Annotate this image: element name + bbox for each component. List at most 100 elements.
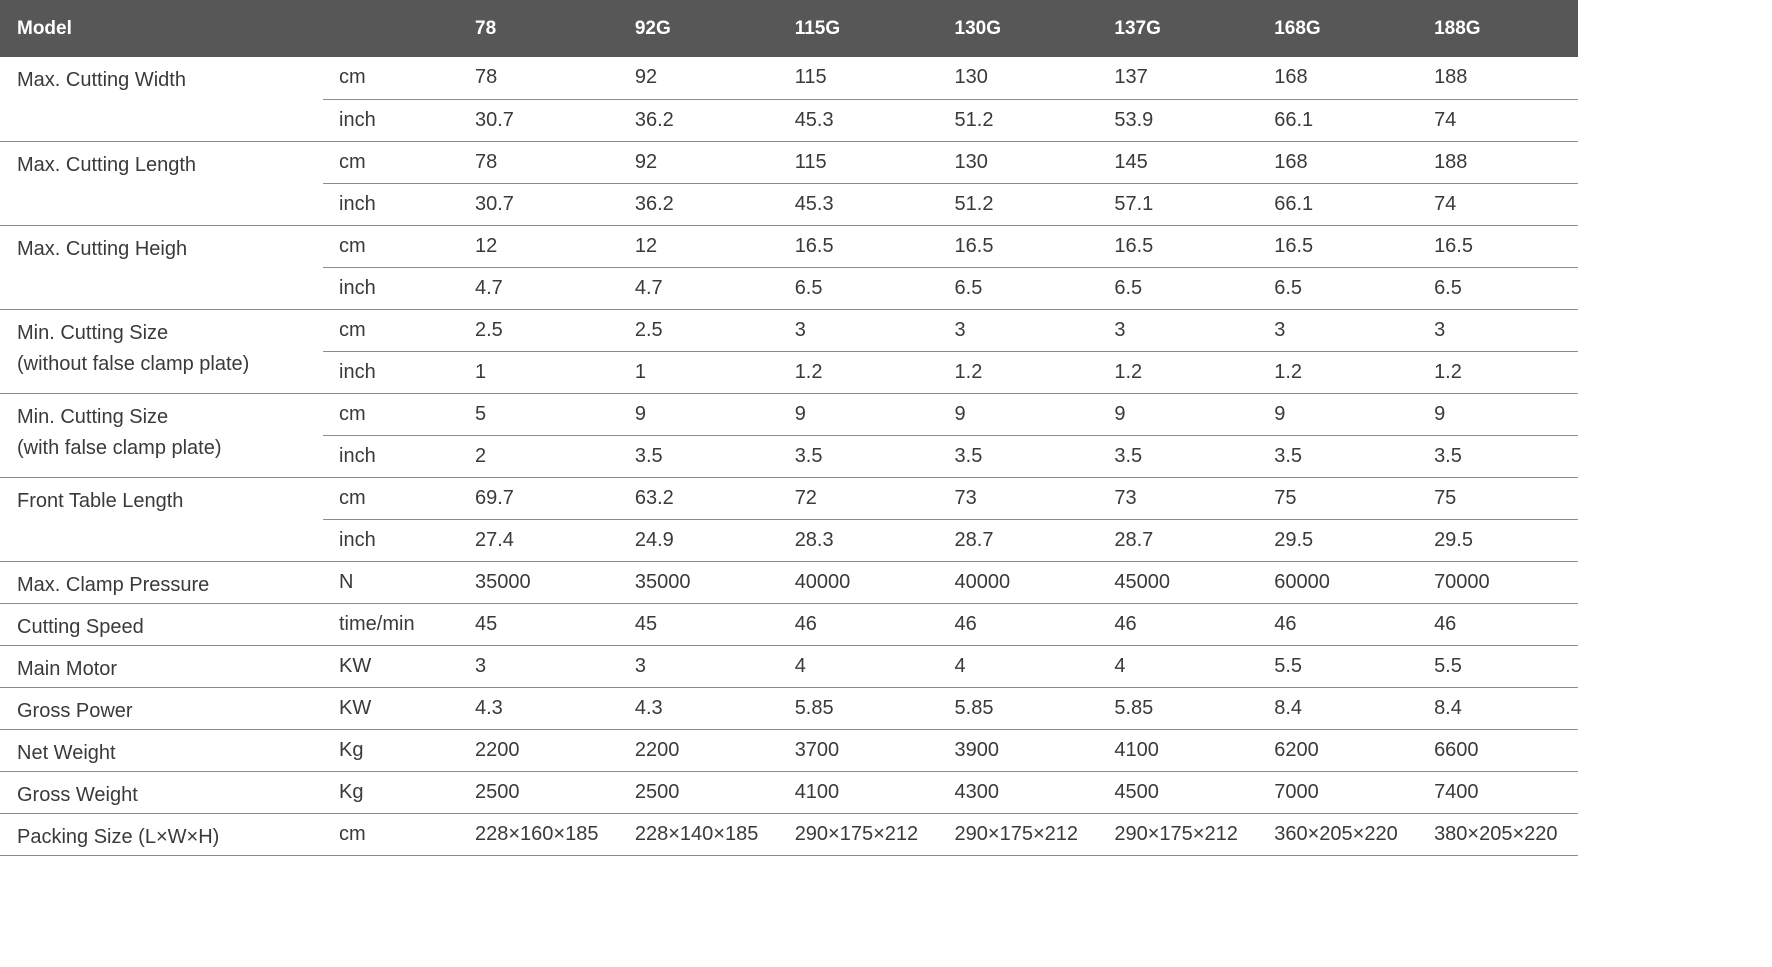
unit-cell: cm: [323, 393, 459, 436]
value-cell: 3: [1418, 309, 1578, 352]
spec-label: Min. Cutting Size (with false clamp plate…: [0, 393, 323, 478]
table-row: inch 2 3.5 3.5 3.5 3.5 3.5 3.5: [0, 435, 1578, 478]
header-model-130g: 130G: [938, 0, 1099, 57]
table-row: Max. Cutting Length cm 78 92 115 130 145 168 188: [0, 141, 1578, 226]
value-cell: 3: [1098, 309, 1259, 352]
header-model-label: Model: [0, 0, 323, 57]
value-cell: 70000: [1418, 561, 1578, 604]
table-row: Net Weight Kg 2200 2200 3700 3900 4100 6200 6600: [0, 729, 1578, 772]
spec-label-text: Min. Cutting Size: [17, 405, 169, 428]
value-cell: 45: [618, 603, 779, 646]
value-cell: 35000: [618, 561, 779, 604]
value-cell: 29.5: [1418, 519, 1578, 562]
value-cell: 137: [1098, 57, 1259, 100]
unit-cell: inch: [323, 183, 459, 226]
value-cell: 3900: [938, 729, 1099, 772]
value-cell: 45.3: [778, 99, 939, 142]
value-cell: 9: [1098, 393, 1259, 436]
table-row: Max. Cutting Heigh cm 12 12 16.5 16.5 16.5 16.5…: [0, 225, 1578, 310]
value-cell: 2500: [618, 771, 779, 814]
table-row: inch 1 1 1.2 1.2 1.2 1.2 1.2: [0, 351, 1578, 394]
value-cell: 16.5: [778, 225, 939, 268]
value-cell: 45: [459, 603, 619, 646]
spec-label: Net Weight: [0, 729, 323, 772]
value-cell: 78: [459, 141, 619, 184]
value-cell: 28.7: [1098, 519, 1259, 562]
value-cell: 188: [1418, 57, 1578, 100]
value-cell: 290×175×212: [1098, 813, 1259, 856]
spec-label-text: Gross Weight: [17, 783, 138, 806]
value-cell: 115: [778, 141, 939, 184]
value-cell: 6.5: [1098, 267, 1259, 310]
value-cell: 2200: [459, 729, 619, 772]
unit-cell: inch: [323, 267, 459, 310]
value-cell: 12: [459, 225, 619, 268]
spec-label: Max. Cutting Width: [0, 57, 323, 142]
value-cell: 4.7: [618, 267, 779, 310]
value-cell: 75: [1418, 477, 1578, 520]
value-cell: 115: [778, 57, 939, 100]
value-cell: 45000: [1098, 561, 1259, 604]
value-cell: 16.5: [1418, 225, 1578, 268]
value-cell: 28.3: [778, 519, 939, 562]
spec-label-text: Max. Clamp Pressure: [17, 573, 210, 596]
value-cell: 30.7: [459, 183, 619, 226]
value-cell: 1.2: [938, 351, 1099, 394]
spec-label: Front Table Length: [0, 477, 323, 562]
value-cell: 74: [1418, 99, 1578, 142]
unit-cell: cm: [323, 141, 459, 184]
table-row: inch 30.7 36.2 45.3 51.2 57.1 66.1 74: [0, 183, 1578, 226]
value-cell: 6.5: [1258, 267, 1419, 310]
value-cell: 228×160×185: [459, 813, 619, 856]
value-cell: 60000: [1258, 561, 1419, 604]
value-cell: 5.85: [778, 687, 939, 730]
unit-cell: Kg: [323, 729, 459, 772]
unit-cell: N: [323, 561, 459, 604]
spec-label: Max. Cutting Length: [0, 141, 323, 226]
spec-label-text: Main Motor: [17, 657, 118, 680]
value-cell: 4: [1098, 645, 1259, 688]
spec-label-text: Packing Size (L×W×H): [17, 825, 220, 848]
value-cell: 1.2: [778, 351, 939, 394]
spec-label: Max. Cutting Heigh: [0, 225, 323, 310]
value-cell: 3: [778, 309, 939, 352]
value-cell: 4500: [1098, 771, 1259, 814]
value-cell: 74: [1418, 183, 1578, 226]
value-cell: 2.5: [459, 309, 619, 352]
value-cell: 5: [459, 393, 619, 436]
value-cell: 5.5: [1418, 645, 1578, 688]
value-cell: 168: [1258, 141, 1419, 184]
value-cell: 6.5: [778, 267, 939, 310]
value-cell: 8.4: [1418, 687, 1578, 730]
value-cell: 9: [938, 393, 1099, 436]
header-row: Model 78 92G 115G 130G 137G 168G 188G: [0, 0, 1578, 57]
header-unit-label: [323, 0, 459, 57]
value-cell: 72: [778, 477, 939, 520]
table-row: Min. Cutting Size (without false clamp pl…: [0, 309, 1578, 394]
unit-cell: cm: [323, 309, 459, 352]
value-cell: 4100: [1098, 729, 1259, 772]
table-row: Packing Size (L×W×H) cm 228×160×185 228×140…: [0, 813, 1578, 856]
unit-cell: time/min: [323, 603, 459, 646]
value-cell: 360×205×220: [1258, 813, 1419, 856]
value-cell: 46: [1258, 603, 1419, 646]
value-cell: 51.2: [938, 183, 1099, 226]
unit-cell: KW: [323, 687, 459, 730]
spec-label: Cutting Speed: [0, 603, 323, 646]
spec-label-text: Front Table Length: [17, 489, 184, 512]
table-row: Front Table Length cm 69.7 63.2 72 73 73 75 75: [0, 477, 1578, 562]
value-cell: 35000: [459, 561, 619, 604]
value-cell: 228×140×185: [618, 813, 779, 856]
value-cell: 5.85: [1098, 687, 1259, 730]
value-cell: 57.1: [1098, 183, 1259, 226]
value-cell: 4100: [778, 771, 939, 814]
value-cell: 45.3: [778, 183, 939, 226]
value-cell: 5.85: [938, 687, 1099, 730]
value-cell: 2.5: [618, 309, 779, 352]
table-row: inch 30.7 36.2 45.3 51.2 53.9 66.1 74: [0, 99, 1578, 142]
value-cell: 168: [1258, 57, 1419, 100]
value-cell: 3.5: [778, 435, 939, 478]
table-row: inch 4.7 4.7 6.5 6.5 6.5 6.5 6.5: [0, 267, 1578, 310]
value-cell: 3: [618, 645, 779, 688]
spec-label-text: Net Weight: [17, 741, 116, 764]
